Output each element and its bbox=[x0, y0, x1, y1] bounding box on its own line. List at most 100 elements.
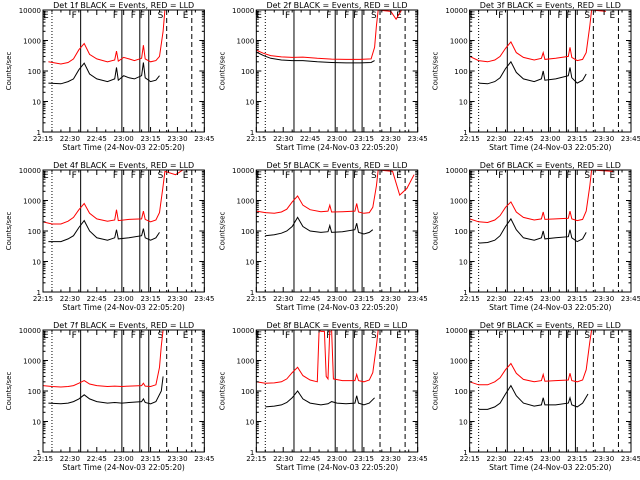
y-tick-label: 100 bbox=[454, 228, 467, 236]
flare-marker-label: F bbox=[498, 171, 503, 181]
lld-series-line bbox=[43, 330, 164, 388]
events-series-line bbox=[48, 62, 160, 85]
lld-series-line bbox=[48, 10, 166, 65]
panel-title: Det 4f BLACK = Events, RED = LLD bbox=[53, 161, 194, 170]
y-tick-label: 100 bbox=[241, 228, 254, 236]
flare-marker-label: F bbox=[557, 331, 562, 341]
flare-marker-label: F bbox=[72, 11, 77, 21]
x-tick-label: 23:30 bbox=[594, 135, 614, 143]
lld-series-line bbox=[469, 170, 614, 224]
x-tick-label: 22:30 bbox=[273, 295, 293, 303]
x-tick-label: 23:30 bbox=[167, 455, 187, 463]
flare-marker-label: F bbox=[326, 171, 331, 181]
plot-frame bbox=[469, 329, 632, 453]
y-tick-label: 1 bbox=[250, 449, 254, 457]
plot-frame bbox=[255, 329, 419, 453]
x-tick-label: 23:15 bbox=[567, 455, 587, 463]
flare-marker-label: F bbox=[140, 331, 145, 341]
panel-title: Det 7f BLACK = Events, RED = LLD bbox=[53, 321, 194, 330]
x-tick-label: 23:45 bbox=[621, 455, 640, 463]
panel-title: Det 8f BLACK = Events, RED = LLD bbox=[266, 321, 407, 330]
x-axis-label: Start Time (24-Nov-03 22:05:20) bbox=[63, 143, 185, 152]
x-tick-label: 22:30 bbox=[60, 135, 80, 143]
x-tick-label: 23:45 bbox=[621, 295, 640, 303]
y-tick-label: 10000 bbox=[232, 7, 254, 15]
events-series-line bbox=[478, 384, 589, 410]
flare-marker-label: F bbox=[344, 331, 349, 341]
flare-marker-label: F bbox=[113, 331, 118, 341]
plot-frame bbox=[255, 169, 419, 293]
flare-marker-label: E bbox=[470, 11, 476, 21]
y-tick-label: 10000 bbox=[445, 167, 467, 175]
flare-marker-label: F bbox=[540, 11, 545, 21]
x-tick-label: 22:15 bbox=[33, 455, 53, 463]
x-tick-label: 23:00 bbox=[540, 455, 560, 463]
y-tick-label: 1000 bbox=[237, 198, 255, 206]
x-tick-label: 23:30 bbox=[381, 135, 401, 143]
x-tick-label: 22:30 bbox=[60, 295, 80, 303]
flare-marker-label: E bbox=[609, 11, 615, 21]
flare-marker-label: F bbox=[131, 171, 136, 181]
flare-marker-label: F bbox=[498, 331, 503, 341]
events-series-line bbox=[265, 216, 374, 237]
x-tick-label: 22:30 bbox=[486, 455, 506, 463]
y-axis-label: Counts/sec bbox=[5, 372, 13, 411]
x-axis-label: Start Time (24-Nov-03 22:05:20) bbox=[63, 303, 185, 312]
x-axis-label: Start Time (24-Nov-03 22:05:20) bbox=[489, 463, 611, 472]
x-tick-label: 23:30 bbox=[381, 295, 401, 303]
y-tick-label: 10000 bbox=[19, 327, 41, 335]
x-tick-label: 23:00 bbox=[114, 295, 134, 303]
flare-marker-label: F bbox=[285, 331, 290, 341]
flare-marker-label: S bbox=[584, 331, 590, 341]
x-tick-label: 23:15 bbox=[567, 295, 587, 303]
flare-marker-label: F bbox=[344, 171, 349, 181]
x-tick-label: 23:45 bbox=[408, 295, 428, 303]
x-axis-label: Start Time (24-Nov-03 22:05:20) bbox=[276, 303, 398, 312]
x-tick-label: 23:45 bbox=[621, 135, 640, 143]
y-axis-label: Counts/sec bbox=[5, 52, 13, 91]
x-tick-label: 22:30 bbox=[486, 135, 506, 143]
y-axis-label: Counts/sec bbox=[218, 52, 226, 91]
flare-marker-label: S bbox=[158, 171, 164, 181]
flare-marker-label: F bbox=[140, 11, 145, 21]
events-series-line bbox=[478, 60, 587, 85]
flare-marker-label: F bbox=[131, 11, 136, 21]
plot-frame bbox=[42, 169, 205, 293]
y-tick-label: 1000 bbox=[450, 38, 468, 46]
y-tick-label: 1000 bbox=[23, 38, 41, 46]
flare-marker-label: E bbox=[396, 331, 402, 341]
flare-marker-label: S bbox=[158, 331, 164, 341]
y-tick-label: 10000 bbox=[445, 7, 467, 15]
flare-marker-label: F bbox=[353, 11, 358, 21]
panel-title: Det 5f BLACK = Events, RED = LLD bbox=[266, 161, 407, 170]
x-tick-label: 22:15 bbox=[460, 135, 480, 143]
y-tick-label: 10 bbox=[245, 419, 254, 427]
panel-title: Det 3f BLACK = Events, RED = LLD bbox=[480, 1, 621, 10]
x-tick-label: 23:30 bbox=[167, 295, 187, 303]
y-tick-label: 10 bbox=[459, 419, 468, 427]
y-axis-label: Counts/sec bbox=[5, 212, 13, 251]
x-tick-label: 23:45 bbox=[194, 295, 214, 303]
flare-marker-label: E bbox=[609, 171, 615, 181]
y-tick-label: 100 bbox=[241, 68, 254, 76]
events-series-line bbox=[256, 51, 375, 64]
flare-marker-label: F bbox=[566, 331, 571, 341]
x-tick-label: 23:30 bbox=[167, 135, 187, 143]
y-tick-label: 10 bbox=[459, 259, 468, 267]
x-tick-label: 22:15 bbox=[246, 295, 266, 303]
flare-marker-label: E bbox=[256, 171, 262, 181]
x-tick-label: 23:15 bbox=[140, 295, 160, 303]
y-tick-label: 1000 bbox=[23, 358, 41, 366]
x-tick-label: 22:30 bbox=[273, 455, 293, 463]
flare-marker-label: F bbox=[566, 11, 571, 21]
lld-series-line bbox=[256, 330, 400, 384]
x-tick-label: 22:15 bbox=[33, 135, 53, 143]
flare-marker-label: E bbox=[396, 171, 402, 181]
x-tick-label: 23:15 bbox=[354, 455, 374, 463]
plot-frame bbox=[469, 169, 632, 293]
